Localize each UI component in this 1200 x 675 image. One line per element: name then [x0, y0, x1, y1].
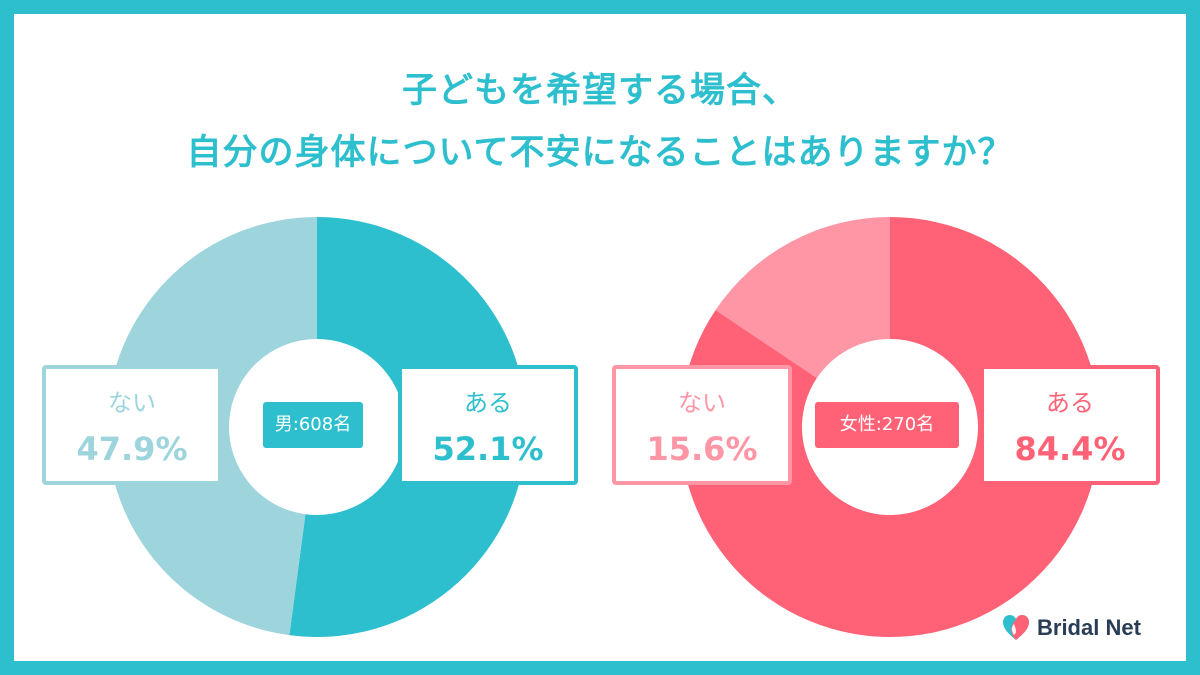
female-no-value: 15.6% — [646, 430, 758, 468]
female-yes-label: ある — [1046, 389, 1094, 417]
male-no-value: 47.9% — [76, 430, 188, 468]
female-respondent-badge: 女性:270名 — [815, 402, 959, 448]
male-no-label: ない — [108, 389, 156, 417]
male-yes-label: ある — [464, 389, 512, 417]
heart-icon — [1003, 615, 1029, 640]
female-no-label: ない — [678, 389, 726, 417]
male-respondent-badge: 男:608名 — [263, 402, 363, 448]
male-no-label-box: ない 47.9% — [42, 365, 222, 485]
female-yes-value: 84.4% — [1014, 430, 1126, 468]
chart-title-line-1: 子どもを希望する場合、 — [401, 71, 798, 111]
donut-slice-no — [715, 217, 890, 378]
logo-text: Bridal Net — [1037, 615, 1141, 640]
female-no-label-box: ない 15.6% — [612, 365, 792, 485]
female-yes-label-box: ある 84.4% — [980, 365, 1160, 485]
male-yes-label-box: ある 52.1% — [398, 365, 578, 485]
bridal-net-logo: Bridal Net — [1001, 612, 1141, 644]
donut-slice-yes — [680, 217, 1100, 637]
female-donut-chart — [680, 217, 1100, 637]
chart-title-line-2: 自分の身体について不安になることはありますか？ — [186, 133, 1014, 173]
male-yes-value: 52.1% — [432, 430, 544, 468]
